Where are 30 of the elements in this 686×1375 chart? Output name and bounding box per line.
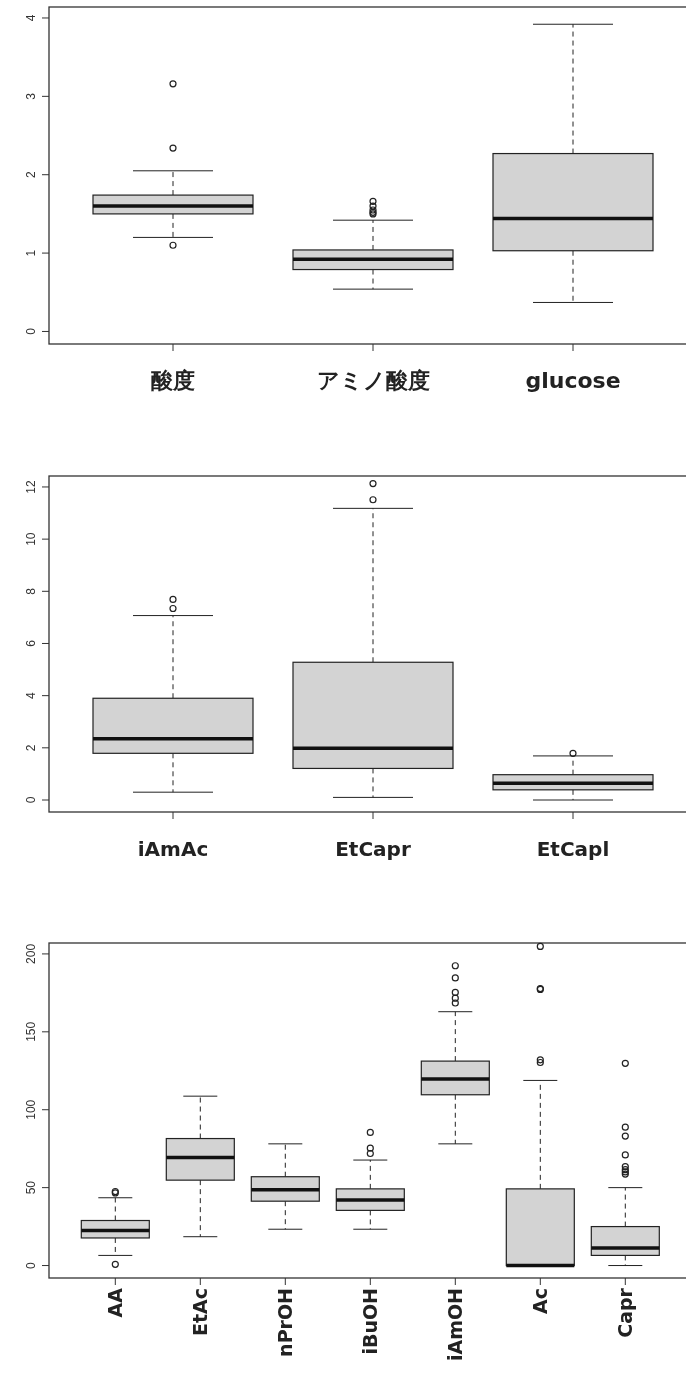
x-tick-label: Ac — [529, 1288, 552, 1314]
y-tick-label: 8 — [24, 587, 38, 595]
y-tick-label: 1 — [24, 249, 38, 257]
y-tick-label: 3 — [24, 92, 38, 100]
y-tick-label: 12 — [24, 479, 38, 494]
x-tick-label: iAmOH — [444, 1288, 467, 1362]
y-tick-label: 2 — [24, 171, 38, 179]
x-tick-label: nPrOH — [274, 1288, 297, 1357]
x-tick-label: Capr — [614, 1287, 637, 1338]
y-tick-label: 0 — [24, 327, 38, 335]
y-tick-label: 50 — [24, 1180, 38, 1195]
x-tick-label: iBuOH — [359, 1288, 382, 1355]
x-tick-label: アミノ酸度 — [316, 368, 430, 393]
x-tick-label: EtCapr — [335, 837, 411, 861]
x-tick-label: EtCapl — [536, 837, 610, 861]
y-tick-label: 2 — [24, 744, 38, 752]
y-tick-label: 4 — [24, 692, 38, 699]
x-tick-label: AA — [104, 1287, 127, 1318]
y-tick-label: 200 — [24, 943, 38, 964]
y-tick-label: 10 — [24, 532, 38, 546]
x-tick-label: iAmAc — [137, 837, 209, 861]
y-tick-label: 4 — [24, 14, 38, 22]
x-tick-label: glucose — [525, 368, 621, 393]
y-tick-label: 100 — [24, 1099, 38, 1120]
y-tick-label: 150 — [24, 1021, 38, 1042]
y-tick-label: 0 — [24, 1261, 38, 1269]
x-tick-label: 酸度 — [151, 368, 195, 393]
y-tick-label: 0 — [24, 796, 38, 804]
x-tick-label: EtAc — [189, 1288, 212, 1337]
y-tick-label: 6 — [24, 639, 38, 647]
